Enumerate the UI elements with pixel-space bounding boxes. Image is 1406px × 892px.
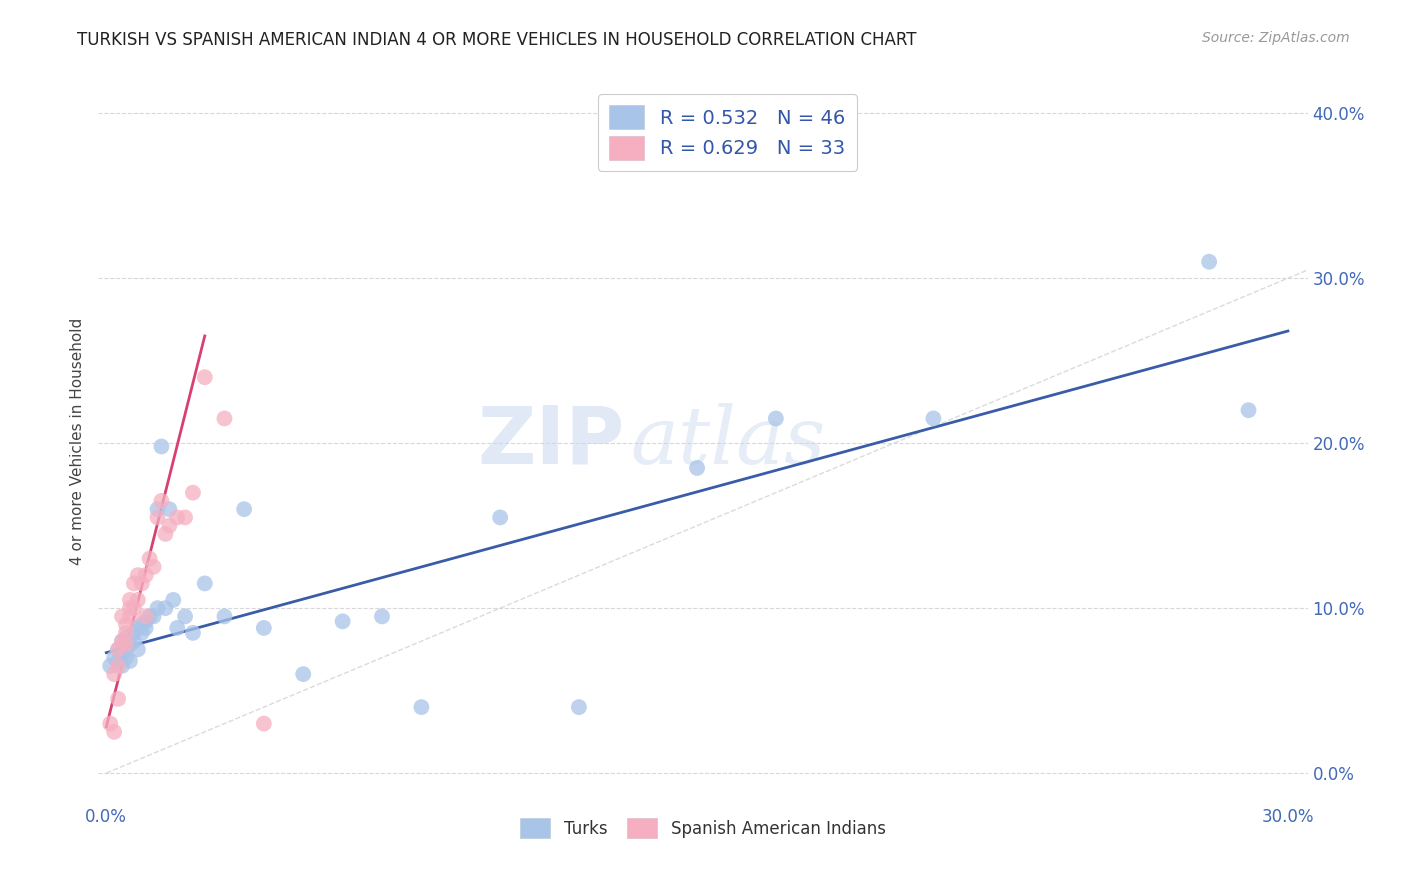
Text: atlas: atlas	[630, 403, 825, 480]
Point	[174, 609, 197, 624]
Point	[371, 609, 394, 624]
Point	[122, 634, 145, 648]
Point	[107, 691, 129, 706]
Point	[115, 617, 138, 632]
Point	[146, 510, 169, 524]
Point	[194, 576, 217, 591]
Point	[107, 654, 129, 668]
Point	[194, 370, 217, 384]
Text: TURKISH VS SPANISH AMERICAN INDIAN 4 OR MORE VEHICLES IN HOUSEHOLD CORRELATION C: TURKISH VS SPANISH AMERICAN INDIAN 4 OR …	[77, 31, 917, 49]
Point	[489, 510, 512, 524]
Point	[135, 621, 157, 635]
Point	[115, 626, 138, 640]
Point	[127, 642, 149, 657]
Point	[181, 626, 204, 640]
Point	[122, 601, 145, 615]
Point	[118, 654, 141, 668]
Point	[118, 593, 141, 607]
Point	[157, 502, 180, 516]
Point	[146, 502, 169, 516]
Point	[118, 609, 141, 624]
Point	[127, 593, 149, 607]
Y-axis label: 4 or more Vehicles in Household: 4 or more Vehicles in Household	[70, 318, 86, 566]
Text: Source: ZipAtlas.com: Source: ZipAtlas.com	[1202, 31, 1350, 45]
Point	[115, 631, 138, 645]
Point	[107, 659, 129, 673]
Point	[142, 560, 165, 574]
Point	[103, 650, 125, 665]
Point	[233, 502, 256, 516]
Point	[214, 609, 236, 624]
Legend: Turks, Spanish American Indians: Turks, Spanish American Indians	[513, 812, 893, 845]
Point	[111, 634, 134, 648]
Point	[107, 642, 129, 657]
Point	[1237, 403, 1260, 417]
Point	[166, 510, 188, 524]
Point	[292, 667, 315, 681]
Point	[98, 659, 121, 673]
Point	[155, 601, 177, 615]
Point	[115, 637, 138, 651]
Point	[181, 485, 204, 500]
Point	[765, 411, 787, 425]
Point	[131, 576, 153, 591]
Point	[411, 700, 433, 714]
Point	[122, 626, 145, 640]
Point	[253, 716, 276, 731]
Point	[146, 601, 169, 615]
Point	[922, 411, 945, 425]
Point	[111, 634, 134, 648]
Point	[111, 659, 134, 673]
Point	[135, 609, 157, 624]
Point	[157, 518, 180, 533]
Point	[150, 494, 173, 508]
Point	[150, 440, 173, 454]
Point	[166, 621, 188, 635]
Point	[686, 461, 709, 475]
Point	[127, 568, 149, 582]
Point	[174, 510, 197, 524]
Point	[131, 617, 153, 632]
Point	[162, 593, 184, 607]
Point	[98, 716, 121, 731]
Point	[214, 411, 236, 425]
Point	[155, 527, 177, 541]
Point	[118, 601, 141, 615]
Point	[107, 642, 129, 657]
Point	[111, 648, 134, 662]
Point	[1198, 254, 1220, 268]
Point	[115, 650, 138, 665]
Point	[118, 637, 141, 651]
Point	[138, 551, 160, 566]
Point	[103, 667, 125, 681]
Point	[135, 568, 157, 582]
Point	[332, 615, 354, 629]
Point	[103, 724, 125, 739]
Point	[138, 609, 160, 624]
Point	[115, 642, 138, 657]
Point	[122, 576, 145, 591]
Point	[131, 626, 153, 640]
Point	[253, 621, 276, 635]
Point	[135, 615, 157, 629]
Point	[142, 609, 165, 624]
Text: ZIP: ZIP	[477, 402, 624, 481]
Point	[568, 700, 591, 714]
Point	[111, 609, 134, 624]
Point	[127, 621, 149, 635]
